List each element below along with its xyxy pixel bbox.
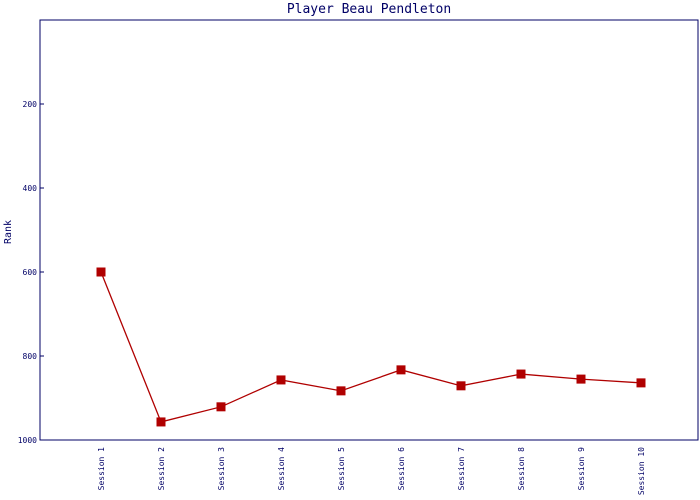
plot-frame — [39, 19, 699, 441]
point-marker — [396, 365, 406, 375]
x-tick-label: Session 8 — [517, 447, 526, 491]
x-tick-label: Session 1 — [97, 447, 106, 491]
x-tick-label: Session 7 — [457, 447, 466, 491]
point-marker — [276, 375, 286, 385]
x-tick-label: Session 10 — [637, 447, 646, 495]
point-marker — [216, 402, 226, 412]
x-tick-label: Session 9 — [577, 447, 586, 491]
x-tick-label: Session 5 — [337, 447, 346, 491]
x-tick-label: Session 4 — [277, 447, 286, 491]
point-marker — [156, 417, 166, 427]
series-line — [100, 271, 642, 423]
x-tick-label: Session 2 — [157, 447, 166, 491]
point-marker — [336, 386, 346, 396]
point-marker — [456, 381, 466, 391]
point-marker — [576, 374, 586, 384]
y-tick-label: 800 — [23, 352, 38, 361]
y-tick-label: 1000 — [18, 436, 37, 445]
y-tick-label: 200 — [23, 100, 38, 109]
point-marker — [516, 369, 526, 379]
point-marker — [636, 378, 646, 388]
y-tick-label: 600 — [23, 268, 38, 277]
x-tick-label: Session 3 — [217, 447, 226, 491]
point-marker — [96, 267, 106, 277]
y-axis-label: Rank — [3, 220, 14, 244]
chart-title: Player Beau Pendleton — [287, 2, 451, 17]
x-tick-label: Session 6 — [397, 447, 406, 491]
y-tick-label: 400 — [23, 184, 38, 193]
